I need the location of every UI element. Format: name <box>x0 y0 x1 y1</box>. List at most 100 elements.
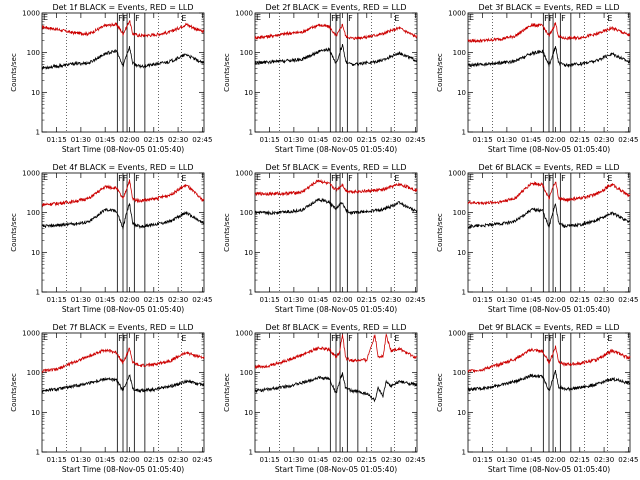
x-tick-label: 02:45 <box>405 136 425 144</box>
y-tick-label: 100 <box>453 49 466 57</box>
event-marker-left: E <box>469 333 474 342</box>
x-tick-label: 02:30 <box>168 296 188 304</box>
lld-series-line <box>254 178 418 197</box>
flare-marker: F <box>135 14 140 23</box>
x-tick-label: 02:00 <box>119 456 139 464</box>
x-tick-label: 01:30 <box>497 136 517 144</box>
x-tick-label: 02:15 <box>570 456 590 464</box>
y-axis-label: Counts/sec <box>436 53 444 92</box>
flare-marker-pair: FF <box>118 14 128 23</box>
x-tick-label: 02:30 <box>594 296 614 304</box>
y-tick-label: 1 <box>36 129 40 137</box>
x-tick-label: 02:15 <box>357 296 377 304</box>
x-tick-label: 02:00 <box>332 296 352 304</box>
event-marker-left: E <box>256 13 261 22</box>
event-marker-right: E <box>607 174 612 183</box>
y-axis-label: Counts/sec <box>436 373 444 412</box>
panel-5: Det 5f BLACK = Events, RED = LLD 1 10 100 10… <box>223 163 425 314</box>
panel-title: Det 6f BLACK = Events, RED = LLD <box>478 163 619 172</box>
flare-marker: F <box>561 174 566 183</box>
x-tick-label: 01:45 <box>308 136 328 144</box>
y-axis-label: Counts/sec <box>436 213 444 252</box>
y-tick-label: 1000 <box>448 170 466 178</box>
x-tick-label: 01:15 <box>259 136 279 144</box>
x-tick-label: 02:15 <box>144 296 164 304</box>
flare-marker-pair: FF <box>118 334 128 343</box>
x-tick-label: 02:00 <box>119 296 139 304</box>
x-tick-label: 01:30 <box>284 456 304 464</box>
lld-series-line <box>42 20 205 38</box>
y-tick-label: 1000 <box>235 10 253 18</box>
flare-marker: F <box>348 14 353 23</box>
x-tick-label: 02:15 <box>144 136 164 144</box>
x-tick-label: 01:15 <box>46 296 66 304</box>
x-tick-label: 01:30 <box>497 296 517 304</box>
event-marker-right: E <box>607 14 612 23</box>
x-tick-label: 02:00 <box>332 136 352 144</box>
events-series-line <box>254 372 418 403</box>
x-tick-label: 02:15 <box>357 136 377 144</box>
event-marker-left: E <box>43 13 48 22</box>
x-tick-label: 01:45 <box>308 296 328 304</box>
x-axis-label: Start Time (08-Nov-05 01:05:40) <box>62 145 184 154</box>
x-tick-label: 02:45 <box>192 136 212 144</box>
event-marker-right: E <box>181 14 186 23</box>
x-axis-label: Start Time (08-Nov-05 01:05:40) <box>275 465 397 474</box>
y-tick-label: 10 <box>31 249 40 257</box>
flare-marker: F <box>135 174 140 183</box>
event-marker-left: E <box>43 333 48 342</box>
panel-title: Det 2f BLACK = Events, RED = LLD <box>265 3 406 12</box>
y-tick-label: 10 <box>457 89 466 97</box>
y-tick-label: 1 <box>462 289 466 297</box>
event-marker-right: E <box>181 334 186 343</box>
x-axis-label: Start Time (08-Nov-05 01:05:40) <box>275 305 397 314</box>
y-axis-label: Counts/sec <box>10 213 18 252</box>
x-tick-label: 01:45 <box>521 296 541 304</box>
panel-2: Det 2f BLACK = Events, RED = LLD 1 10 100 10… <box>223 3 425 154</box>
panel-title: Det 1f BLACK = Events, RED = LLD <box>52 3 193 12</box>
y-tick-label: 1000 <box>448 330 466 338</box>
event-marker-right: E <box>181 174 186 183</box>
y-tick-label: 100 <box>453 209 466 217</box>
y-axis-label: Counts/sec <box>10 373 18 412</box>
x-tick-label: 02:15 <box>570 296 590 304</box>
x-tick-label: 01:45 <box>95 136 115 144</box>
lld-series-line <box>41 347 205 374</box>
x-tick-label: 02:45 <box>192 456 212 464</box>
event-marker-left: E <box>256 173 261 182</box>
y-tick-label: 1000 <box>235 170 253 178</box>
x-tick-label: 02:00 <box>545 456 565 464</box>
flare-marker-pair: FF <box>331 174 341 183</box>
x-tick-label: 02:00 <box>545 136 565 144</box>
y-tick-label: 10 <box>31 409 40 417</box>
event-marker-right: E <box>394 14 399 23</box>
flare-marker: F <box>561 334 566 343</box>
events-series-line <box>254 44 418 67</box>
x-tick-label: 01:45 <box>521 136 541 144</box>
x-tick-label: 01:30 <box>284 296 304 304</box>
lld-series-line <box>41 179 205 208</box>
y-tick-label: 100 <box>27 369 40 377</box>
x-axis-label: Start Time (08-Nov-05 01:05:40) <box>488 305 610 314</box>
y-tick-label: 100 <box>27 49 40 57</box>
x-tick-label: 02:15 <box>357 456 377 464</box>
panel-title: Det 7f BLACK = Events, RED = LLD <box>52 323 193 332</box>
x-tick-label: 02:15 <box>144 456 164 464</box>
x-tick-label: 02:45 <box>405 296 425 304</box>
event-marker-right: E <box>394 174 399 183</box>
x-tick-label: 01:15 <box>472 296 492 304</box>
event-marker-left: E <box>256 333 261 342</box>
x-tick-label: 02:30 <box>381 136 401 144</box>
y-tick-label: 1 <box>249 129 253 137</box>
lld-series-line <box>467 22 631 44</box>
y-tick-label: 1 <box>36 449 40 457</box>
flare-marker: F <box>348 174 353 183</box>
events-series-line <box>467 46 631 68</box>
panel-9: Det 9f BLACK = Events, RED = LLD 1 10 100 10… <box>436 323 638 474</box>
events-series-line <box>41 373 204 394</box>
flare-marker-pair: FF <box>118 174 128 183</box>
x-tick-label: 02:00 <box>119 136 139 144</box>
panel-title: Det 4f BLACK = Events, RED = LLD <box>52 163 193 172</box>
y-tick-label: 10 <box>457 249 466 257</box>
